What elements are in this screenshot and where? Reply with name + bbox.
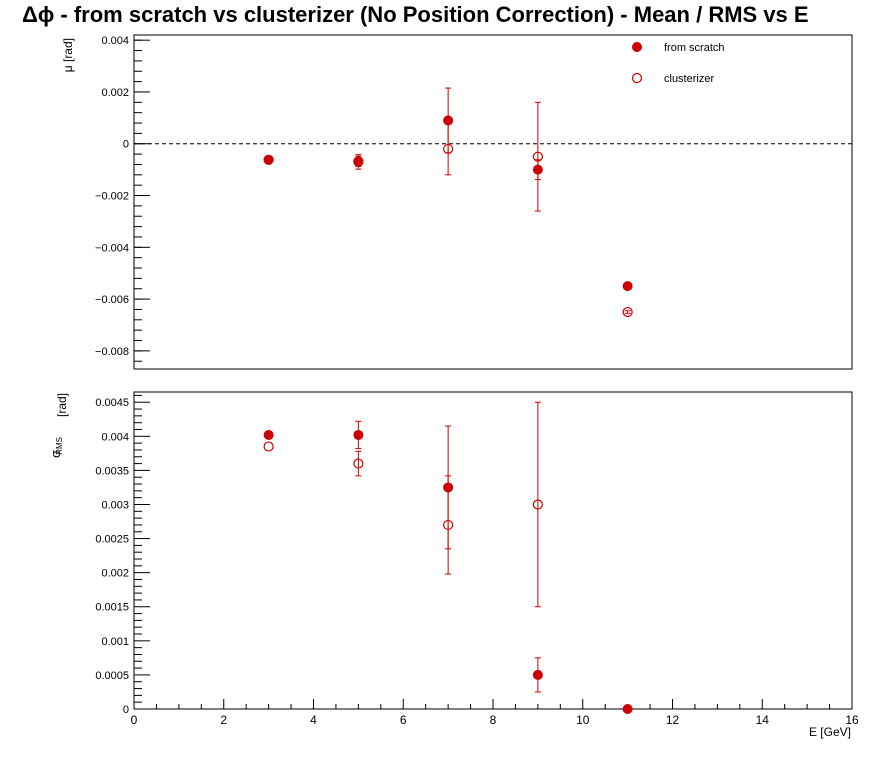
mean-y-tick-label: −0.006 — [95, 294, 129, 306]
rms-y-axis-unit: [rad] — [55, 393, 69, 417]
rms-y-tick-label: 0.001 — [101, 636, 129, 648]
mean-point-from-scratch — [443, 115, 454, 126]
rms-y-axis-subscript: RMS — [55, 437, 64, 455]
x-tick-label: 12 — [666, 713, 680, 727]
mean-y-tick-label: −0.008 — [95, 346, 129, 358]
mean-panel: 0.004 0.002 0 −0.002 −0.004 −0.006 −0.008 μ [r… — [61, 34, 853, 370]
x-tick-label: 0 — [131, 713, 138, 727]
x-tick-label: 14 — [756, 713, 770, 727]
rms-point-clusterizer — [443, 519, 454, 531]
rms-point-from-scratch — [443, 482, 454, 493]
legend: from scratch clusterizer — [631, 42, 725, 85]
x-tick-label: 10 — [576, 713, 590, 727]
rms-tick-labels: 0 0.0005 0.001 0.0015 0.002 0.0025 0.003 0.0035… — [95, 397, 859, 727]
rms-y-tick-label: 0.0025 — [95, 534, 129, 546]
rms-y-tick-label: 0.0045 — [95, 397, 129, 409]
legend-marker-clusterizer — [631, 72, 643, 84]
rms-plot-frame — [133, 391, 853, 710]
mean-y-tick-labels: 0.004 0.002 0 −0.002 −0.004 −0.006 −0.008 — [95, 35, 129, 358]
rms-y-tick-label: 0.003 — [101, 499, 129, 511]
mean-y-axis-label: μ [rad] — [61, 38, 75, 72]
mean-point-clusterizer — [622, 306, 633, 318]
mean-point-clusterizer — [443, 143, 454, 155]
mean-y-tick-label: 0.002 — [101, 87, 129, 99]
rms-point-clusterizer — [263, 441, 274, 452]
rms-point-from-scratch — [353, 429, 364, 440]
rms-y-axis-label: [rad] RMS σ — [48, 393, 69, 458]
chart-title: Δϕ - from scratch vs clusterizer (No Pos… — [22, 2, 809, 27]
mean-y-tick-label: 0 — [123, 139, 129, 151]
mean-y-ticks — [134, 39, 150, 362]
rms-panel: 0 0.0005 0.001 0.0015 0.002 0.0025 0.003 0.0035… — [48, 391, 859, 739]
rms-ticks — [133, 394, 853, 710]
x-tick-label: 4 — [310, 713, 317, 727]
x-tick-label: 2 — [220, 713, 227, 727]
legend-label-clusterizer: clusterizer — [664, 73, 714, 85]
rms-y-tick-label: 0.0005 — [95, 670, 129, 682]
legend-label-from-scratch: from scratch — [664, 42, 725, 54]
x-tick-label: 16 — [845, 713, 859, 727]
rms-y-tick-label: 0.002 — [101, 568, 129, 580]
rms-point-from-scratch — [263, 429, 274, 440]
rms-y-tick-label: 0.0015 — [95, 602, 129, 614]
rms-data-marks — [263, 401, 633, 714]
legend-marker-from-scratch — [632, 42, 642, 52]
x-tick-label: 6 — [400, 713, 407, 727]
x-tick-label: 8 — [490, 713, 497, 727]
mean-y-tick-label: −0.002 — [95, 191, 129, 203]
x-axis-label: E [GeV] — [809, 725, 851, 739]
mean-point-clusterizer — [532, 151, 543, 162]
mean-point-from-scratch — [263, 154, 274, 165]
rms-point-from-scratch — [532, 669, 543, 680]
rms-point-clusterizer — [353, 458, 364, 469]
mean-plot-frame — [133, 34, 853, 370]
mean-y-tick-label: −0.004 — [95, 242, 129, 254]
rms-point-from-scratch — [622, 704, 633, 714]
rms-y-axis-sigma: σ — [48, 450, 63, 458]
rms-y-tick-label: 0.004 — [101, 431, 129, 443]
mean-point-from-scratch — [353, 156, 364, 167]
mean-data-marks — [263, 87, 633, 318]
mean-point-from-scratch — [622, 281, 633, 292]
mean-y-tick-label: 0.004 — [101, 35, 129, 47]
rms-point-clusterizer — [532, 499, 543, 510]
rms-y-tick-label: 0 — [123, 704, 129, 716]
rms-y-tick-label: 0.0035 — [95, 465, 129, 477]
mean-point-from-scratch — [532, 164, 543, 175]
